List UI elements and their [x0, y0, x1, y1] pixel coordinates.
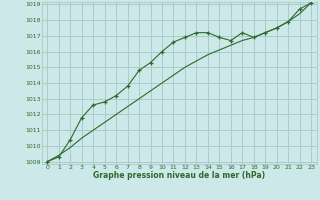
- X-axis label: Graphe pression niveau de la mer (hPa): Graphe pression niveau de la mer (hPa): [93, 171, 265, 180]
